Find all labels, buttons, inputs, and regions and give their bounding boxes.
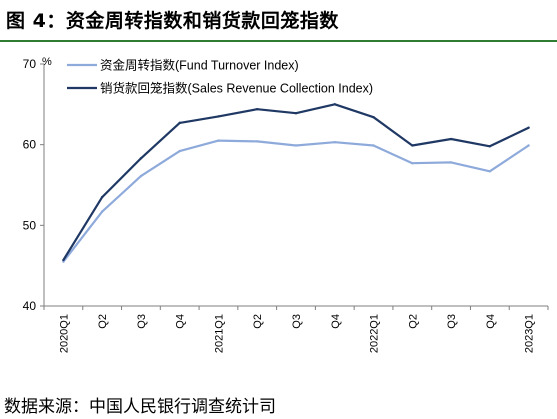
series-1-point	[333, 141, 336, 144]
x-tick-label: Q2	[97, 314, 109, 329]
series-1-point	[449, 161, 453, 164]
series-1-point	[139, 174, 143, 178]
chart-legend: 资金周转指数(Fund Turnover Index) 销货款回笼指数(Sales…	[67, 58, 373, 96]
series-2-point	[139, 157, 143, 160]
y-tick-label: 40	[23, 299, 37, 313]
legend-label-1: 资金周转指数(Fund Turnover Index)	[100, 58, 299, 73]
series-1-point	[527, 144, 530, 147]
series-2-point	[256, 107, 259, 111]
x-tick-label: Q3	[136, 314, 148, 329]
series-2-point	[449, 137, 453, 141]
y-tick-label: 70	[23, 57, 37, 71]
series-1-point	[256, 140, 259, 143]
x-tick-label: Q4	[175, 314, 187, 329]
series-2-point	[333, 103, 336, 106]
series-1-point	[411, 162, 414, 165]
series-2-point	[411, 144, 414, 147]
x-tick-label: Q4	[330, 314, 342, 329]
y-tick-label: 50	[23, 218, 37, 232]
x-tick-label: Q2	[252, 314, 264, 329]
chart-axes: 40 50 60 70 % 2020Q1 Q2 Q3 Q4 2021Q1 Q2 Q3 Q4 2022Q1 Q…	[23, 56, 549, 353]
chart-series-lines	[62, 103, 530, 263]
x-tick-label: 2021Q1	[213, 314, 225, 353]
title-divider	[0, 40, 557, 42]
series-2-point	[217, 115, 220, 118]
x-tick-label: Q4	[485, 314, 497, 329]
series-2-point	[488, 145, 492, 148]
y-unit-label: %	[42, 56, 52, 68]
series-line-1	[62, 139, 530, 263]
series-2-point	[178, 121, 181, 125]
x-tick-label: 2020Q1	[58, 314, 70, 353]
series-2-point	[62, 258, 65, 262]
series-2-point	[294, 112, 298, 115]
series-2-point	[100, 195, 104, 199]
series-2-point	[372, 116, 375, 119]
y-tick-label: 60	[23, 138, 37, 152]
data-source-note: 数据来源：中国人民银行调查统计司	[4, 397, 276, 417]
legend-label-2: 销货款回笼指数(Sales Revenue Collection Index)	[100, 81, 373, 96]
series-1-point	[178, 149, 181, 153]
x-tick-label: Q3	[446, 314, 458, 329]
figure-title: 图 4：资金周转指数和销货款回笼指数	[6, 10, 339, 32]
series-1-point	[294, 144, 298, 147]
series-2-point	[527, 126, 530, 129]
x-tick-label: 2022Q1	[369, 314, 381, 353]
series-1-point	[217, 139, 220, 142]
x-tick-label: 2023Q1	[524, 314, 536, 353]
x-tick-label: Q2	[407, 314, 419, 329]
series-1-point	[372, 144, 375, 147]
series-1-point	[488, 170, 492, 173]
series-1-point	[100, 210, 104, 213]
x-tick-label: Q3	[291, 314, 303, 329]
